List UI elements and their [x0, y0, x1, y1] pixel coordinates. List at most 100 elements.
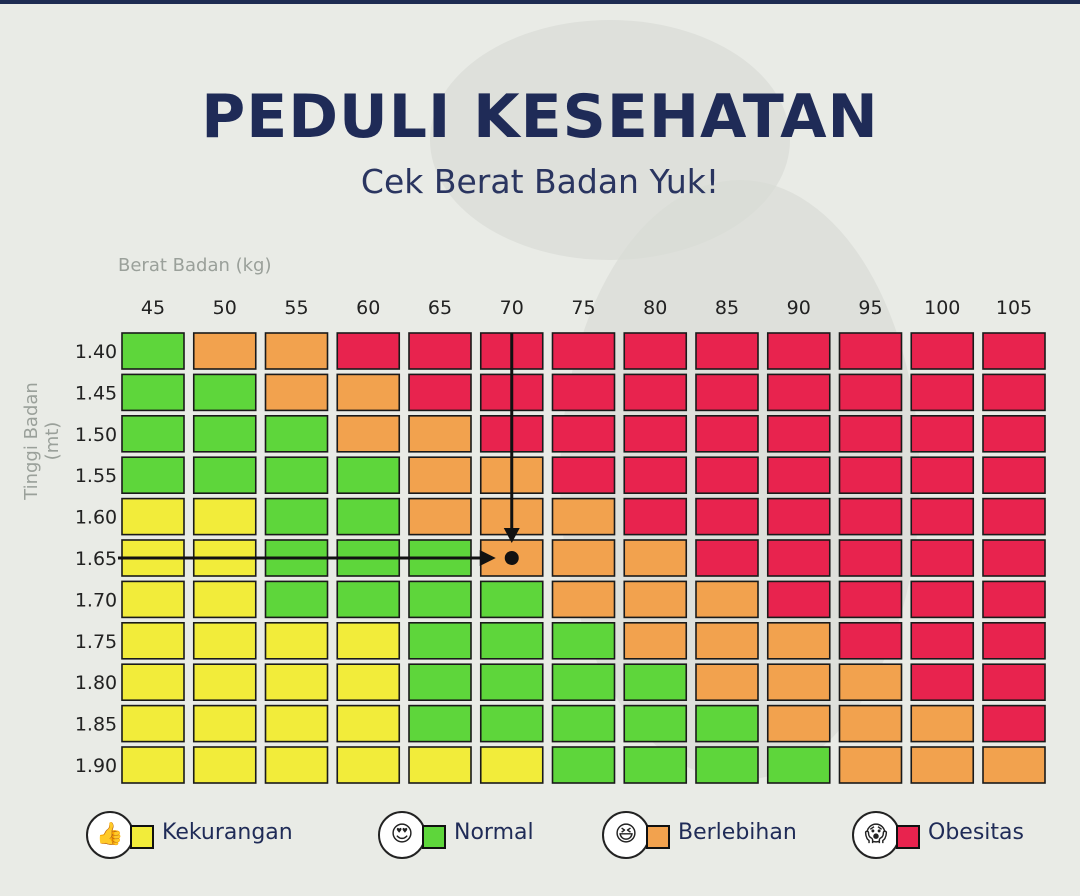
vertical-arrowhead: [503, 528, 520, 543]
heatmap-cell: [121, 332, 185, 370]
heatmap-cell: [982, 663, 1046, 702]
heatmap-cell: [838, 414, 903, 453]
heatmap-cell: [264, 497, 329, 536]
heatmap-cell: [982, 580, 1046, 619]
heatmap-cell: [766, 414, 831, 453]
heatmap-cell: [623, 580, 688, 619]
heatmap-cell: [121, 456, 185, 495]
heatmap-cell: [192, 621, 257, 660]
heatmap-cell: [192, 373, 257, 412]
heatmap-cell: [623, 497, 688, 536]
x-tick-label: 75: [571, 297, 595, 319]
heatmap-cell: [192, 456, 257, 495]
heatmap-cell: [838, 539, 903, 577]
heatmap-cell: [336, 373, 401, 412]
heatmap-cell: [551, 456, 616, 495]
heatmap-cell: [264, 456, 329, 495]
x-tick-label: 100: [924, 297, 960, 319]
heatmap-cell: [551, 539, 616, 577]
heatmap-cell: [408, 704, 472, 743]
heatmap-cell: [121, 746, 185, 784]
heatmap-cell: [264, 332, 329, 370]
heatmap-cell: [264, 663, 329, 702]
heatmap-cell: [910, 580, 975, 619]
x-tick-label: 65: [428, 297, 452, 319]
thumbs-up-icon: 👍: [86, 811, 134, 859]
heatmap-cell: [838, 332, 903, 370]
heatmap-cell: [695, 663, 759, 702]
heatmap-cell: [910, 414, 975, 453]
heatmap-cell: [695, 580, 759, 619]
heatmap-cell: [623, 456, 688, 495]
x-tick-label: 105: [996, 297, 1032, 319]
legend-swatch-obesitas: [896, 825, 920, 849]
x-tick-label: 90: [787, 297, 811, 319]
heatmap-cell: [551, 704, 616, 743]
heatmap-cell: [264, 580, 329, 619]
heatmap-cell: [623, 414, 688, 453]
heatmap-cell: [192, 704, 257, 743]
heatmap-cell: [264, 621, 329, 660]
highlight-dot: [504, 551, 519, 565]
heatmap-cell: [408, 332, 472, 370]
heatmap-cell: [408, 414, 472, 453]
heatmap-cell: [838, 746, 903, 784]
x-tick-label: 80: [643, 297, 667, 319]
legend-label-berlebihan: Berlebihan: [678, 820, 797, 845]
heatmap-cell: [910, 373, 975, 412]
heatmap-cell: [838, 704, 903, 743]
heatmap-cell: [336, 621, 401, 660]
heatmap-cell: [336, 456, 401, 495]
heatmap-cell: [982, 373, 1046, 412]
x-tick-label: 45: [141, 297, 165, 319]
heatmap-cell: [695, 456, 759, 495]
y-tick-label: 1.70: [75, 589, 117, 611]
heatmap-cell: [192, 746, 257, 784]
heatmap-cell: [551, 580, 616, 619]
heatmap-cell: [838, 663, 903, 702]
heatmap-cell: [766, 580, 831, 619]
heatmap-cell: [121, 497, 185, 536]
y-tick-label: 1.80: [75, 672, 117, 694]
heatmap-cell: [408, 373, 472, 412]
heatmap-cell: [838, 497, 903, 536]
page-subtitle: Cek Berat Badan Yuk!: [360, 162, 720, 201]
heatmap-cell: [121, 580, 185, 619]
heatmap-cell: [336, 704, 401, 743]
heatmap-cell: [192, 414, 257, 453]
heatmap-cell: [910, 332, 975, 370]
heatmap-cell: [408, 497, 472, 536]
heatmap-cell: [192, 663, 257, 702]
legend-label-obesitas: Obesitas: [928, 820, 1024, 845]
heatmap-cell: [910, 621, 975, 660]
heatmap-cell: [766, 456, 831, 495]
heatmap-cell: [408, 580, 472, 619]
x-axis-title: Berat Badan (kg): [118, 255, 272, 276]
x-tick-label: 50: [213, 297, 237, 319]
heatmap-cell: [982, 704, 1046, 743]
x-tick-label: 95: [858, 297, 882, 319]
heatmap-cell: [695, 373, 759, 412]
legend-label-kekurangan: Kekurangan: [162, 820, 293, 845]
heatmap-cell: [121, 621, 185, 660]
heatmap-cell: [623, 746, 688, 784]
heatmap-cell: [264, 373, 329, 412]
heatmap-cell: [479, 746, 544, 784]
heatmap-cell: [121, 414, 185, 453]
heatmap-cell: [408, 663, 472, 702]
heatmap-cell: [910, 497, 975, 536]
heatmap-cell: [336, 746, 401, 784]
heatmap-cell: [336, 580, 401, 619]
heatmap-cell: [192, 580, 257, 619]
heatmap-cell: [623, 539, 688, 577]
y-tick-label: 1.85: [75, 714, 117, 736]
heatmap-cell: [695, 332, 759, 370]
heatmap-cell: [408, 456, 472, 495]
heatmap-cell: [121, 663, 185, 702]
heatmap-cell: [982, 497, 1046, 536]
page-title: PEDULI KESEHATAN: [201, 82, 879, 152]
screaming-face-icon: 😱: [852, 811, 900, 859]
y-tick-label: 1.40: [75, 341, 117, 363]
heatmap-cell: [766, 704, 831, 743]
heatmap-cell: [766, 621, 831, 660]
